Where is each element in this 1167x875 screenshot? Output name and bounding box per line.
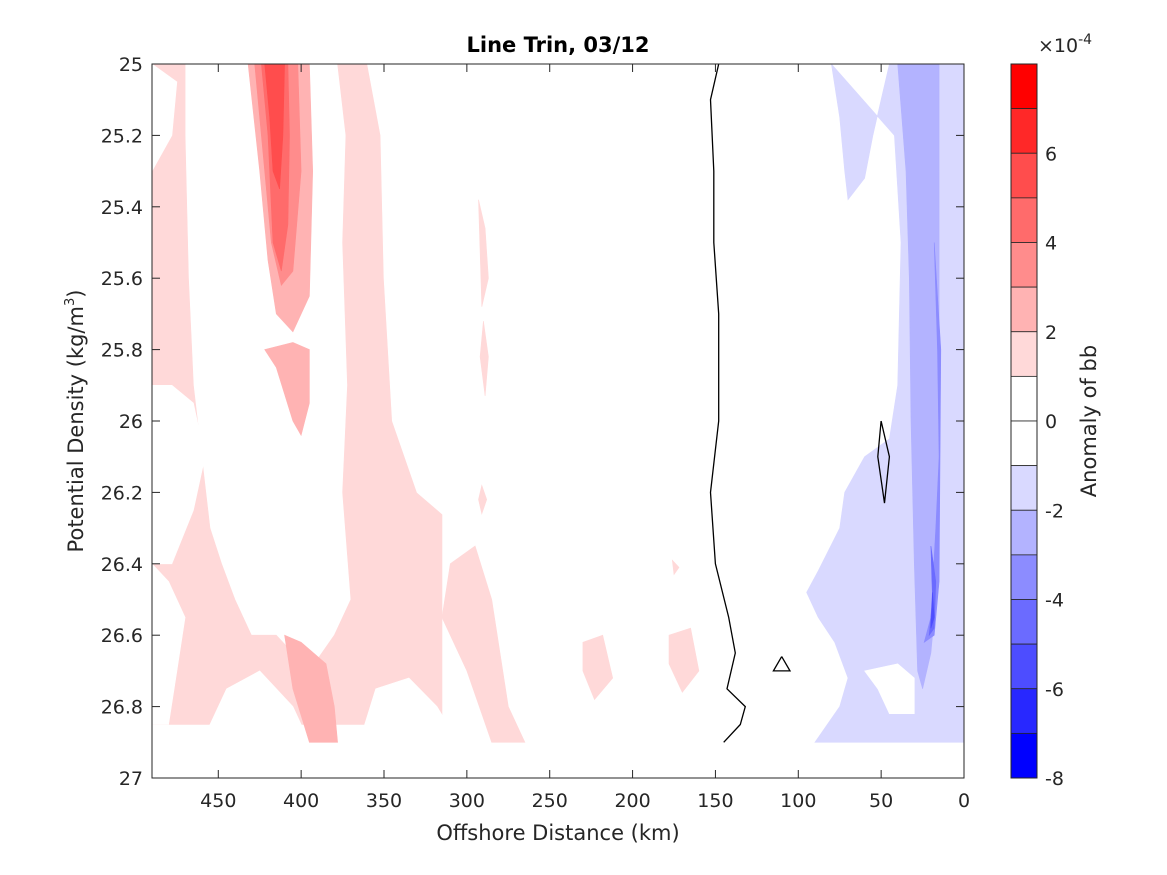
contour-region-negative-east-level2 bbox=[897, 64, 940, 689]
colorbar-level-swatch bbox=[1010, 375, 1038, 422]
colorbar-level-swatch bbox=[1010, 331, 1038, 377]
y-axis: 25 25.2 25.4 25.6 25.8 26 26.2 26.4 26.6 26.8 27 bbox=[101, 54, 964, 790]
colorbar-tick-label: -8 bbox=[1045, 768, 1064, 790]
contour-region-white-pocket-south-2 bbox=[358, 677, 460, 743]
colorbar-tick-label: 2 bbox=[1045, 322, 1057, 344]
contour-line-layer bbox=[709, 64, 891, 743]
contour-region-white-hole-southwest bbox=[152, 563, 186, 725]
x-tick-label: 150 bbox=[697, 790, 733, 812]
colorbar-exponent-prefix: ×10 bbox=[1038, 35, 1078, 57]
colorbar-level-swatch bbox=[1010, 197, 1038, 243]
contour-region-negative-east-level3 bbox=[923, 242, 942, 644]
y-tick-label: 27 bbox=[119, 768, 143, 790]
contour-region-negative-east-level5 bbox=[930, 592, 935, 629]
colorbar-level-swatch bbox=[1010, 732, 1038, 779]
y-axis-label-main: Potential Density (kg/m bbox=[64, 306, 88, 552]
chart-title: Line Trin, 03/12 bbox=[466, 33, 649, 57]
contour-fill-layer bbox=[152, 64, 964, 778]
zero-contour-loop-110 bbox=[772, 656, 792, 672]
contour-region-positive-strip-300c bbox=[478, 484, 488, 515]
colorbar-tick-label: -2 bbox=[1045, 500, 1064, 522]
contour-region-positive-core-level5 bbox=[264, 64, 285, 190]
contour-region-negative-east-south-gap bbox=[864, 663, 915, 715]
colorbar: 6 4 2 0 -2 -4 -6 -8 bbox=[1010, 63, 1064, 790]
colorbar-level-swatch bbox=[1010, 152, 1038, 199]
colorbar-tick-label: 0 bbox=[1045, 411, 1057, 433]
x-tick-label: 0 bbox=[958, 790, 970, 812]
colorbar-level-swatch bbox=[1010, 242, 1038, 288]
colorbar-level-swatch bbox=[1010, 599, 1038, 645]
x-tick-label: 400 bbox=[283, 790, 319, 812]
x-axis-label: Offshore Distance (km) bbox=[436, 821, 679, 845]
contour-region-positive-strip-300a bbox=[478, 199, 489, 307]
x-tick-label: 100 bbox=[780, 790, 816, 812]
contour-region-white-hole-west-upper bbox=[152, 64, 178, 172]
contour-region-positive-patch-290 bbox=[441, 545, 526, 743]
x-tick-label: 450 bbox=[200, 790, 236, 812]
colorbar-level-swatch bbox=[1010, 420, 1038, 467]
y-tick-label: 25.6 bbox=[101, 268, 143, 290]
x-axis: 450 400 350 300 250 200 150 100 50 0 bbox=[200, 64, 970, 812]
x-tick-label: 250 bbox=[532, 790, 568, 812]
y-tick-label: 25.4 bbox=[101, 197, 143, 219]
colorbar-exponent: ×10-4 bbox=[1038, 32, 1092, 57]
x-tick-label: 300 bbox=[449, 790, 485, 812]
colorbar-level-swatch bbox=[1010, 643, 1038, 690]
colorbar-level-swatch bbox=[1010, 509, 1038, 556]
y-tick-label: 26.2 bbox=[101, 482, 143, 504]
contour-region-white-hole-west-mid bbox=[152, 384, 206, 565]
colorbar-level-swatch bbox=[1010, 286, 1038, 333]
y-tick-label: 25 bbox=[119, 54, 143, 76]
colorbar-tick-label: 4 bbox=[1045, 233, 1057, 255]
y-tick-label: 25.8 bbox=[101, 340, 143, 362]
y-tick-label: 25.2 bbox=[101, 125, 143, 147]
x-tick-label: 200 bbox=[614, 790, 650, 812]
contour-region-white-pocket-south bbox=[201, 670, 310, 743]
y-axis-label: Potential Density (kg/m3) bbox=[63, 290, 88, 553]
y-tick-label: 26.6 bbox=[101, 625, 143, 647]
x-tick-label: 350 bbox=[366, 790, 402, 812]
y-tick-label: 26 bbox=[119, 411, 143, 433]
colorbar-level-swatch bbox=[1010, 554, 1038, 600]
zero-contour-loop-50 bbox=[877, 420, 891, 504]
colorbar-frame bbox=[1010, 63, 1038, 779]
y-tick-label: 26.4 bbox=[101, 554, 143, 576]
colorbar-level-swatch bbox=[1010, 688, 1038, 734]
y-tick-label: 26.8 bbox=[101, 697, 143, 719]
contour-region-positive-patch-215 bbox=[582, 634, 614, 701]
y-axis-label-close: ) bbox=[64, 290, 88, 298]
y-axis-label-superscript: 3 bbox=[63, 298, 78, 306]
colorbar-level-swatch bbox=[1010, 63, 1038, 110]
colorbar-label: Anomaly of bb bbox=[1077, 345, 1101, 497]
contour-region-positive-south-level2 bbox=[284, 634, 338, 743]
contour-region-positive-mid-level2 bbox=[264, 342, 310, 437]
colorbar-level-swatch bbox=[1010, 465, 1038, 511]
contour-region-positive-dot-175 bbox=[671, 559, 680, 576]
colorbar-exponent-power: -4 bbox=[1078, 32, 1092, 48]
x-tick-label: 50 bbox=[869, 790, 893, 812]
contour-region-positive-patch-170 bbox=[668, 627, 700, 693]
colorbar-tick-label: -6 bbox=[1045, 679, 1064, 701]
colorbar-tick-label: -4 bbox=[1045, 590, 1064, 612]
colorbar-tick-label: 6 bbox=[1045, 143, 1057, 165]
colorbar-level-swatch bbox=[1010, 108, 1038, 154]
zero-contour-main bbox=[709, 64, 747, 743]
contour-region-positive-strip-300b bbox=[479, 320, 489, 397]
